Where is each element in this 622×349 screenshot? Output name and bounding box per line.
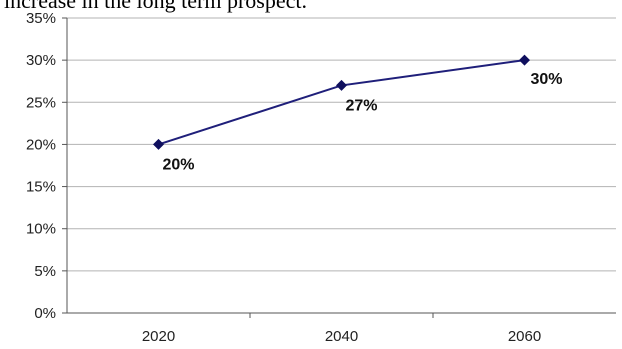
x-tick-label: 2060	[508, 328, 541, 345]
axes	[62, 17, 616, 318]
data-point-marker	[336, 79, 347, 91]
data-label: 30%	[531, 71, 563, 88]
data-point-marker	[519, 54, 530, 66]
data-label: 27%	[346, 97, 378, 114]
y-tick-label: 20%	[26, 136, 56, 153]
data-labels: 20% 27% 30%	[163, 71, 563, 173]
x-tick-labels: 2020 2040 2060	[142, 328, 541, 345]
y-tick-label: 10%	[26, 221, 56, 238]
y-tick-label: 5%	[34, 263, 56, 280]
y-tick-label: 30%	[26, 52, 56, 69]
data-point-marker	[153, 138, 164, 150]
y-tick-label: 15%	[26, 179, 56, 196]
y-tick-label: 35%	[26, 10, 56, 27]
x-tick-label: 2020	[142, 328, 175, 345]
data-label: 20%	[163, 156, 195, 173]
y-tick-label: 25%	[26, 94, 56, 111]
y-tick-label: 0%	[34, 305, 56, 322]
caption-text: increase in the long term prospect.	[4, 0, 308, 13]
y-tick-labels: 0% 5% 10% 15% 20% 25% 30% 35%	[26, 10, 56, 322]
x-tick-label: 2040	[325, 328, 358, 345]
series-group	[153, 54, 530, 150]
gridlines	[67, 17, 616, 314]
